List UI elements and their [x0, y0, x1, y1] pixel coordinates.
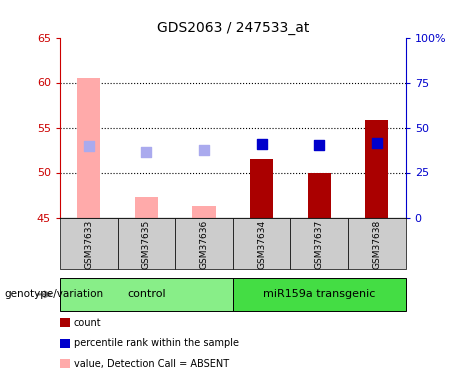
- Text: genotype/variation: genotype/variation: [5, 290, 104, 299]
- Text: percentile rank within the sample: percentile rank within the sample: [74, 338, 239, 348]
- Bar: [60, 217, 118, 269]
- Text: GSM37636: GSM37636: [200, 220, 208, 269]
- Text: control: control: [127, 290, 165, 299]
- Bar: [135, 197, 158, 217]
- Bar: [193, 206, 216, 218]
- Bar: [308, 172, 331, 217]
- Text: GSM37635: GSM37635: [142, 220, 151, 269]
- Bar: [348, 217, 406, 269]
- Point: [142, 149, 150, 155]
- Bar: [233, 217, 290, 269]
- Title: GDS2063 / 247533_at: GDS2063 / 247533_at: [157, 21, 309, 35]
- Text: GSM37638: GSM37638: [372, 220, 381, 269]
- Text: miR159a transgenic: miR159a transgenic: [263, 290, 375, 299]
- Point: [85, 142, 92, 148]
- Bar: [60, 278, 233, 311]
- Text: GSM37637: GSM37637: [315, 220, 324, 269]
- Point: [315, 142, 323, 148]
- Bar: [250, 159, 273, 218]
- Text: value, Detection Call = ABSENT: value, Detection Call = ABSENT: [74, 359, 229, 369]
- Bar: [290, 217, 348, 269]
- Bar: [118, 217, 175, 269]
- Bar: [175, 217, 233, 269]
- Point: [258, 141, 266, 147]
- Text: count: count: [74, 318, 101, 327]
- Text: GSM37634: GSM37634: [257, 220, 266, 269]
- Bar: [365, 120, 388, 218]
- Bar: [77, 78, 100, 218]
- Point: [373, 140, 381, 146]
- Point: [200, 147, 207, 153]
- Bar: [233, 278, 406, 311]
- Text: GSM37633: GSM37633: [84, 220, 93, 269]
